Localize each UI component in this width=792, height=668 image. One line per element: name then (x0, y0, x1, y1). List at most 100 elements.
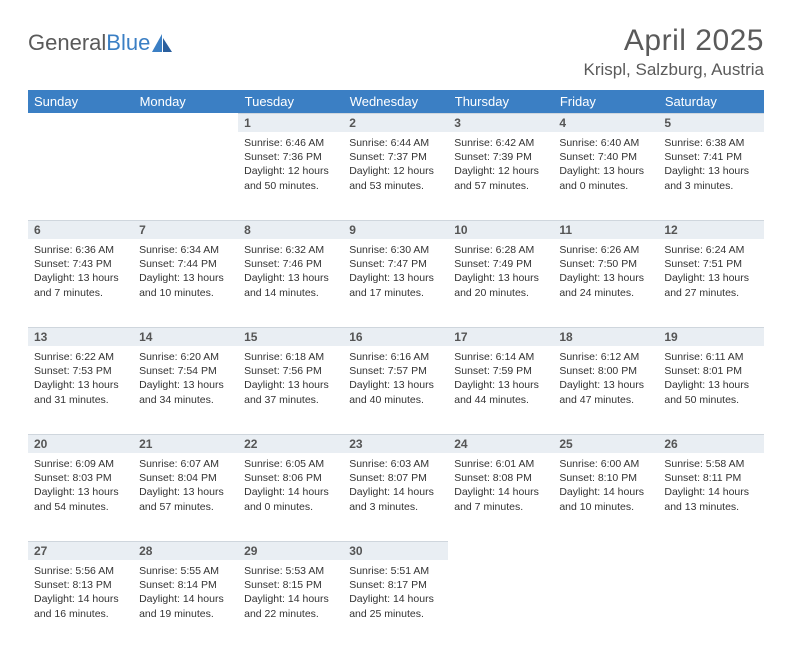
day-content: Sunrise: 6:40 AMSunset: 7:40 PMDaylight:… (553, 132, 658, 199)
sunrise-text: Sunrise: 5:58 AM (664, 457, 757, 471)
sunrise-text: Sunrise: 6:38 AM (664, 136, 757, 150)
day-cell: Sunrise: 6:36 AMSunset: 7:43 PMDaylight:… (28, 239, 133, 327)
day-cell (28, 132, 133, 220)
day-number: 27 (28, 541, 133, 560)
day-number: 23 (343, 434, 448, 453)
daynum-cell: 1 (238, 113, 343, 132)
logo: General Blue (28, 30, 174, 56)
day-cell: Sunrise: 6:40 AMSunset: 7:40 PMDaylight:… (553, 132, 658, 220)
day-content: Sunrise: 6:34 AMSunset: 7:44 PMDaylight:… (133, 239, 238, 306)
day-cell: Sunrise: 6:44 AMSunset: 7:37 PMDaylight:… (343, 132, 448, 220)
logo-blue-text: Blue (106, 30, 150, 56)
daynum-cell: 26 (658, 434, 763, 453)
sunset-text: Sunset: 7:37 PM (349, 150, 442, 164)
sunset-text: Sunset: 8:07 PM (349, 471, 442, 485)
sunrise-text: Sunrise: 6:16 AM (349, 350, 442, 364)
day-number (28, 113, 133, 117)
daynum-row: 6789101112 (28, 220, 764, 239)
header: General Blue April 2025 Krispl, Salzburg… (28, 24, 764, 80)
day-number (553, 541, 658, 545)
day-cell: Sunrise: 6:34 AMSunset: 7:44 PMDaylight:… (133, 239, 238, 327)
daynum-cell: 19 (658, 327, 763, 346)
daynum-cell: 30 (343, 541, 448, 560)
daylight-text: Daylight: 14 hours and 7 minutes. (454, 485, 547, 513)
daylight-text: Daylight: 14 hours and 25 minutes. (349, 592, 442, 620)
day-content: Sunrise: 6:14 AMSunset: 7:59 PMDaylight:… (448, 346, 553, 413)
day-number: 7 (133, 220, 238, 239)
day-content: Sunrise: 6:22 AMSunset: 7:53 PMDaylight:… (28, 346, 133, 413)
sunrise-text: Sunrise: 6:34 AM (139, 243, 232, 257)
sunset-text: Sunset: 7:44 PM (139, 257, 232, 271)
sunrise-text: Sunrise: 6:07 AM (139, 457, 232, 471)
daynum-cell: 16 (343, 327, 448, 346)
day-cell (553, 560, 658, 648)
day-content: Sunrise: 6:00 AMSunset: 8:10 PMDaylight:… (553, 453, 658, 520)
logo-text-general: General (28, 30, 106, 56)
day-cell: Sunrise: 5:53 AMSunset: 8:15 PMDaylight:… (238, 560, 343, 648)
day-number: 11 (553, 220, 658, 239)
daynum-cell: 5 (658, 113, 763, 132)
daynum-cell: 3 (448, 113, 553, 132)
content-row: Sunrise: 5:56 AMSunset: 8:13 PMDaylight:… (28, 560, 764, 648)
sunrise-text: Sunrise: 6:00 AM (559, 457, 652, 471)
day-content: Sunrise: 5:56 AMSunset: 8:13 PMDaylight:… (28, 560, 133, 627)
daynum-cell: 6 (28, 220, 133, 239)
daynum-row: 12345 (28, 113, 764, 132)
sunrise-text: Sunrise: 6:24 AM (664, 243, 757, 257)
daynum-cell: 4 (553, 113, 658, 132)
day-content: Sunrise: 6:36 AMSunset: 7:43 PMDaylight:… (28, 239, 133, 306)
day-content: Sunrise: 6:44 AMSunset: 7:37 PMDaylight:… (343, 132, 448, 199)
day-content: Sunrise: 6:07 AMSunset: 8:04 PMDaylight:… (133, 453, 238, 520)
title-block: April 2025 Krispl, Salzburg, Austria (584, 24, 764, 80)
logo-sail-icon (152, 34, 174, 52)
daylight-text: Daylight: 13 hours and 3 minutes. (664, 164, 757, 192)
sunrise-text: Sunrise: 5:51 AM (349, 564, 442, 578)
weekday-header: Wednesday (343, 90, 448, 113)
sunrise-text: Sunrise: 6:12 AM (559, 350, 652, 364)
daynum-cell: 18 (553, 327, 658, 346)
sunrise-text: Sunrise: 6:18 AM (244, 350, 337, 364)
day-cell: Sunrise: 6:03 AMSunset: 8:07 PMDaylight:… (343, 453, 448, 541)
daynum-row: 13141516171819 (28, 327, 764, 346)
day-number: 1 (238, 113, 343, 132)
calendar-body: 12345Sunrise: 6:46 AMSunset: 7:36 PMDayl… (28, 113, 764, 648)
daynum-cell: 24 (448, 434, 553, 453)
daylight-text: Daylight: 12 hours and 53 minutes. (349, 164, 442, 192)
day-cell: Sunrise: 6:22 AMSunset: 7:53 PMDaylight:… (28, 346, 133, 434)
sunset-text: Sunset: 8:17 PM (349, 578, 442, 592)
daylight-text: Daylight: 14 hours and 3 minutes. (349, 485, 442, 513)
daynum-cell (28, 113, 133, 132)
logo-text-blue: Blue (106, 30, 174, 56)
daylight-text: Daylight: 14 hours and 16 minutes. (34, 592, 127, 620)
day-number: 13 (28, 327, 133, 346)
daynum-cell: 13 (28, 327, 133, 346)
daynum-cell: 28 (133, 541, 238, 560)
sunrise-text: Sunrise: 5:56 AM (34, 564, 127, 578)
sunrise-text: Sunrise: 6:05 AM (244, 457, 337, 471)
daynum-cell (553, 541, 658, 560)
day-content: Sunrise: 6:03 AMSunset: 8:07 PMDaylight:… (343, 453, 448, 520)
daynum-cell: 12 (658, 220, 763, 239)
day-number: 21 (133, 434, 238, 453)
sunset-text: Sunset: 8:15 PM (244, 578, 337, 592)
day-cell: Sunrise: 6:28 AMSunset: 7:49 PMDaylight:… (448, 239, 553, 327)
weekday-header: Friday (553, 90, 658, 113)
daylight-text: Daylight: 13 hours and 24 minutes. (559, 271, 652, 299)
day-content: Sunrise: 6:32 AMSunset: 7:46 PMDaylight:… (238, 239, 343, 306)
sunset-text: Sunset: 8:06 PM (244, 471, 337, 485)
day-number: 17 (448, 327, 553, 346)
daynum-cell: 10 (448, 220, 553, 239)
daynum-cell: 29 (238, 541, 343, 560)
daynum-row: 20212223242526 (28, 434, 764, 453)
daynum-cell: 21 (133, 434, 238, 453)
day-number (133, 113, 238, 117)
daylight-text: Daylight: 13 hours and 37 minutes. (244, 378, 337, 406)
daynum-cell (658, 541, 763, 560)
day-cell: Sunrise: 6:01 AMSunset: 8:08 PMDaylight:… (448, 453, 553, 541)
calendar-table: SundayMondayTuesdayWednesdayThursdayFrid… (28, 90, 764, 648)
daylight-text: Daylight: 14 hours and 13 minutes. (664, 485, 757, 513)
daylight-text: Daylight: 14 hours and 0 minutes. (244, 485, 337, 513)
day-number: 24 (448, 434, 553, 453)
sunrise-text: Sunrise: 6:14 AM (454, 350, 547, 364)
day-content: Sunrise: 6:38 AMSunset: 7:41 PMDaylight:… (658, 132, 763, 199)
